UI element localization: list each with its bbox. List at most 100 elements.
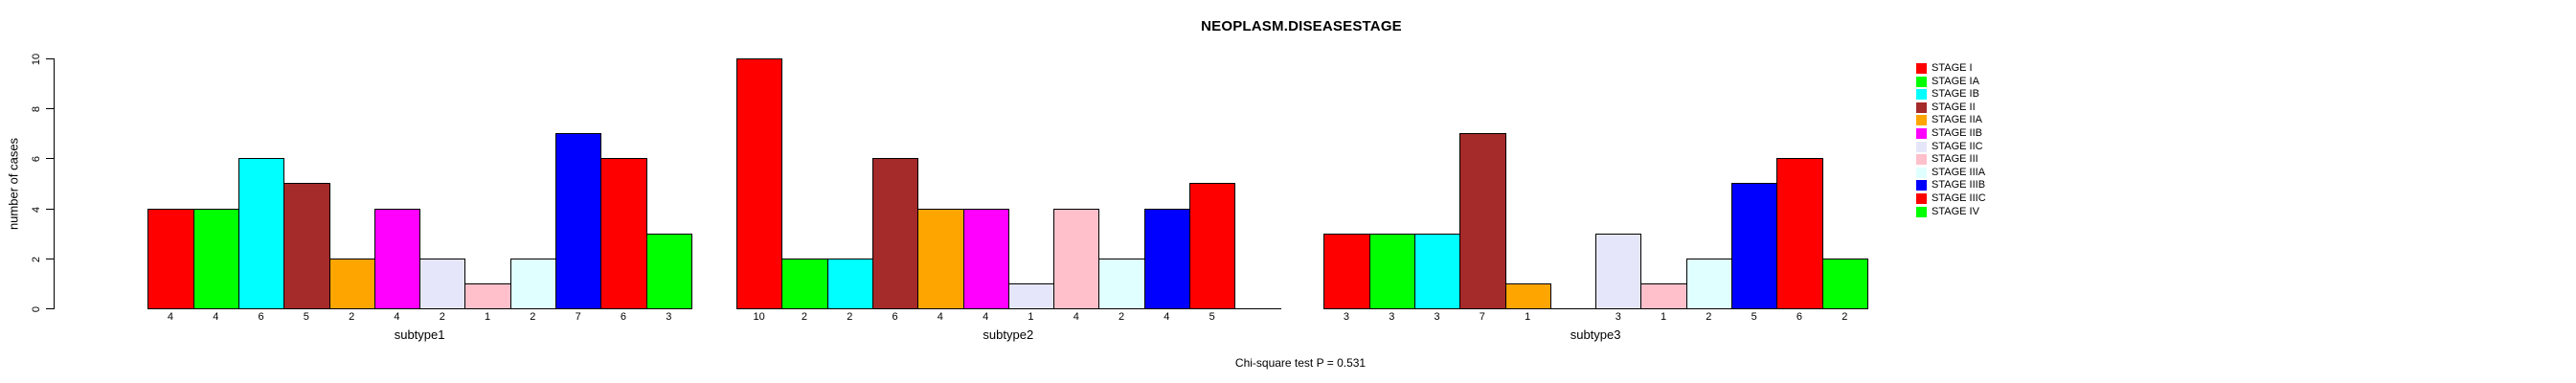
bar-value-label: 2 bbox=[1842, 311, 1848, 323]
y-axis-tick bbox=[46, 108, 54, 109]
bar-subtype1-stage-ii bbox=[283, 183, 330, 309]
bar-subtype2-stage-ib bbox=[827, 259, 873, 309]
bar-subtype1-stage-iv bbox=[646, 234, 692, 309]
legend-swatch-stage-iv bbox=[1916, 207, 1927, 217]
legend-label: STAGE IIIC bbox=[1932, 192, 1986, 204]
bar-subtype3-stage-iiic bbox=[1776, 158, 1823, 309]
bar-value-label: 6 bbox=[258, 311, 264, 323]
bar-value-label: 3 bbox=[666, 311, 672, 323]
y-tick-label: 6 bbox=[31, 155, 42, 162]
bar-subtype2-stage-iia bbox=[917, 209, 964, 309]
legend-label: STAGE IIC bbox=[1932, 141, 1983, 152]
bar-subtype1-stage-iia bbox=[329, 259, 375, 309]
bar-value-label: 4 bbox=[394, 311, 400, 323]
legend-label: STAGE IIB bbox=[1932, 127, 1982, 139]
bar-subtype1-stage-iic bbox=[419, 259, 465, 309]
bar-value-label: 5 bbox=[303, 311, 309, 323]
bar-value-label: 2 bbox=[801, 311, 807, 323]
bar-subtype2-stage-iic bbox=[1008, 283, 1054, 309]
bar-value-label: 6 bbox=[892, 311, 898, 323]
bar-value-label: 2 bbox=[1706, 311, 1712, 323]
bar-value-label: 4 bbox=[167, 311, 173, 323]
bar-value-label: 1 bbox=[1525, 311, 1531, 323]
x-axis-group-label-subtype2: subtype2 bbox=[983, 327, 1034, 342]
bar-subtype3-stage-ib bbox=[1414, 234, 1460, 309]
y-tick-label: 2 bbox=[31, 256, 42, 262]
bar-subtype1-stage-ib bbox=[238, 158, 284, 309]
legend-swatch-stage-iiia bbox=[1916, 168, 1927, 178]
bar-value-label: 7 bbox=[575, 311, 581, 323]
bar-subtype2-stage-iii bbox=[1053, 209, 1099, 309]
bar-subtype1-stage-iiic bbox=[600, 158, 647, 309]
bar-value-label: 1 bbox=[484, 311, 491, 323]
bar-subtype3-stage-ii bbox=[1459, 133, 1506, 309]
bar-value-label: 3 bbox=[1389, 311, 1395, 323]
bar-subtype1-stage-iii bbox=[464, 283, 511, 309]
bar-value-label: 3 bbox=[1615, 311, 1621, 323]
bar-subtype2-stage-iiib bbox=[1144, 209, 1190, 309]
bar-value-label: 2 bbox=[530, 311, 536, 323]
bar-subtype3-stage-ia bbox=[1369, 234, 1415, 309]
bar-subtype1-stage-i bbox=[147, 209, 194, 309]
bar-value-label: 3 bbox=[1434, 311, 1440, 323]
bar-subtype1-stage-iiia bbox=[510, 259, 556, 309]
chart-title: NEOPLASM.DISEASESTAGE bbox=[1201, 18, 1402, 34]
y-axis-tick bbox=[46, 308, 54, 309]
legend-label: STAGE IB bbox=[1932, 88, 1979, 100]
bar-subtype3-stage-iic bbox=[1595, 234, 1641, 309]
bar-value-label: 6 bbox=[620, 311, 626, 323]
bar-subtype2-stage-iiia bbox=[1098, 259, 1145, 309]
bar-value-label: 4 bbox=[1164, 311, 1170, 323]
y-tick-label: 4 bbox=[31, 206, 42, 213]
bar-value-label: 2 bbox=[847, 311, 853, 323]
bar-value-label: 4 bbox=[983, 311, 989, 323]
legend-swatch-stage-iii bbox=[1916, 154, 1927, 165]
y-axis-line bbox=[54, 58, 55, 309]
bar-value-label: 6 bbox=[1796, 311, 1802, 323]
legend-swatch-stage-iiib bbox=[1916, 180, 1927, 191]
bar-subtype3-stage-i bbox=[1323, 234, 1370, 309]
chi-square-note: Chi-square test P = 0.531 bbox=[1234, 356, 1367, 370]
legend-swatch-stage-iia bbox=[1916, 115, 1927, 125]
bar-subtype3-stage-iia bbox=[1505, 283, 1551, 309]
legend-label: STAGE III bbox=[1932, 153, 1978, 165]
legend-swatch-stage-iib bbox=[1916, 128, 1927, 139]
x-axis-group-label-subtype1: subtype1 bbox=[394, 327, 445, 342]
bar-subtype2-stage-ii bbox=[872, 158, 918, 309]
legend-swatch-stage-ia bbox=[1916, 77, 1927, 87]
legend-swatch-stage-iic bbox=[1916, 142, 1927, 152]
legend-label: STAGE IV bbox=[1932, 206, 1979, 217]
legend-label: STAGE I bbox=[1932, 62, 1973, 74]
legend-swatch-stage-ib bbox=[1916, 89, 1927, 100]
legend-label: STAGE IA bbox=[1932, 76, 1979, 87]
bar-subtype1-stage-iib bbox=[374, 209, 420, 309]
bar-value-label: 2 bbox=[349, 311, 355, 323]
bar-value-label: 1 bbox=[1660, 311, 1667, 323]
bar-value-label: 1 bbox=[1028, 311, 1034, 323]
legend-label: STAGE II bbox=[1932, 101, 1976, 113]
y-tick-label: 10 bbox=[31, 53, 42, 65]
y-axis-tick bbox=[46, 58, 54, 59]
bar-subtype2-stage-i bbox=[736, 58, 782, 309]
bar-value-label: 2 bbox=[1118, 311, 1125, 323]
bar-value-label: 10 bbox=[753, 311, 765, 323]
y-tick-label: 0 bbox=[31, 305, 42, 312]
legend-label: STAGE IIIB bbox=[1932, 179, 1986, 191]
y-tick-label: 8 bbox=[31, 105, 42, 112]
bar-value-label: 3 bbox=[1343, 311, 1349, 323]
bar-subtype3-stage-iiib bbox=[1731, 183, 1777, 309]
bar-value-label: 7 bbox=[1479, 311, 1485, 323]
legend-label: STAGE IIIA bbox=[1932, 167, 1986, 178]
bar-value-label: 5 bbox=[1751, 311, 1757, 323]
bar-value-label: 4 bbox=[937, 311, 943, 323]
bar-subtype3-stage-iv bbox=[1822, 259, 1868, 309]
bar-subtype1-stage-iiib bbox=[555, 133, 601, 309]
legend-swatch-stage-iiic bbox=[1916, 193, 1927, 204]
x-axis-group-label-subtype3: subtype3 bbox=[1570, 327, 1621, 342]
bar-subtype2-stage-iib bbox=[963, 209, 1009, 309]
bar-subtype2-stage-ia bbox=[781, 259, 828, 309]
bar-subtype3-stage-iii bbox=[1640, 283, 1687, 309]
bar-value-label: 2 bbox=[439, 311, 445, 323]
y-axis-label: number of cases bbox=[6, 137, 21, 231]
